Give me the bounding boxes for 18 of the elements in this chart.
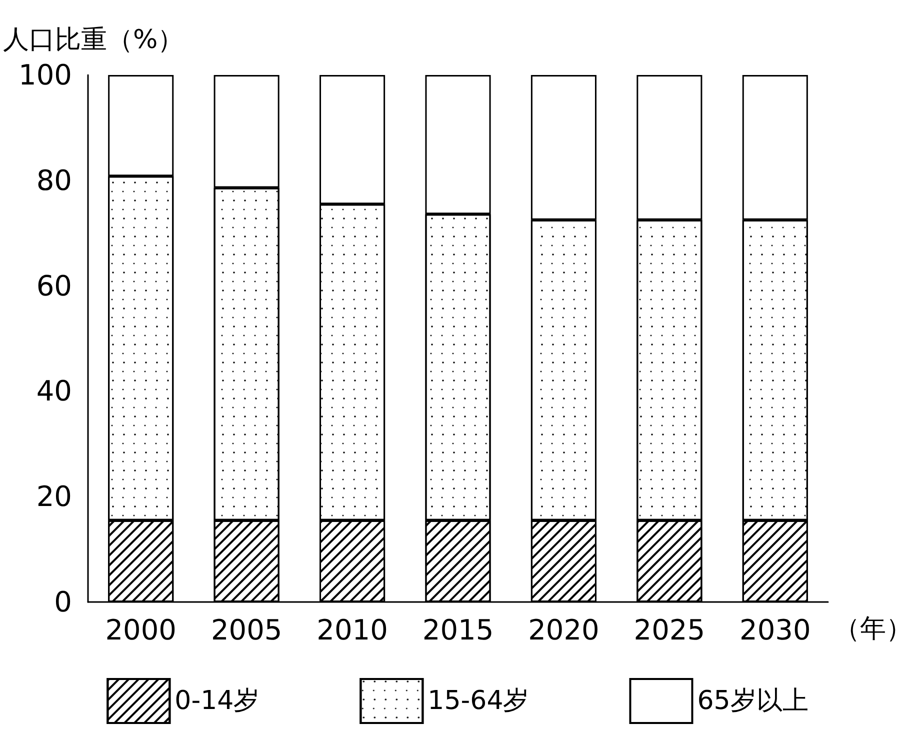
x-tick-label: 2025 — [634, 614, 706, 646]
legend-label: 65岁以上 — [697, 686, 808, 716]
x-tick-label: 2010 — [316, 614, 388, 646]
x-tick-label: 2005 — [210, 614, 282, 646]
x-tick-label: 2030 — [740, 614, 811, 646]
x-tick-label: 2000 — [105, 614, 176, 646]
legend-label: 15-64岁 — [428, 686, 530, 716]
y-axis-title: 人口比重（%） — [3, 25, 184, 55]
y-tick-label: 20 — [36, 480, 72, 514]
y-tick-label: 0 — [54, 586, 72, 618]
x-tick-label: 2015 — [422, 614, 494, 646]
x-axis-title: （年） — [834, 614, 912, 644]
y-tick-label: 60 — [36, 269, 72, 302]
y-tick-label: 100 — [18, 58, 72, 92]
x-tick-label: 2020 — [528, 614, 600, 646]
legend-label: 0-14岁 — [174, 686, 260, 716]
y-tick-label: 40 — [36, 374, 72, 408]
y-tick-label: 80 — [36, 164, 72, 197]
